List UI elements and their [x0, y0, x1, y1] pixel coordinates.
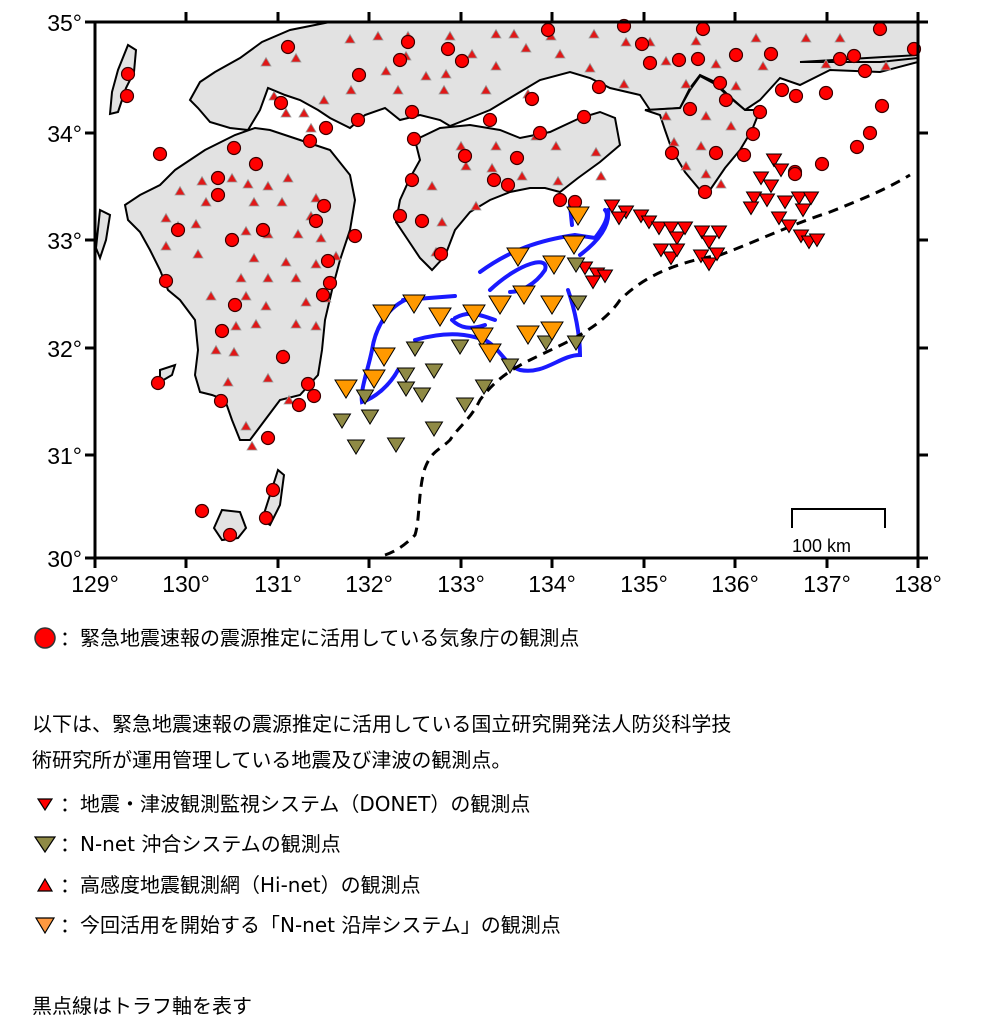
- legend-jma-text: ：緊急地震速報の震源推定に活用している気象庁の観測点: [60, 626, 580, 650]
- trough-axis-line: [384, 173, 911, 557]
- intro-line-2: 術研究所が運用管理している地震及び津波の観測点。: [32, 748, 512, 772]
- map-frame: [93, 20, 920, 560]
- axis-ticks: [85, 12, 928, 568]
- y-tick-label: 30°: [47, 546, 82, 572]
- nnet-coastal-stations: [334, 206, 590, 399]
- legend-nnet-coastal: ：今回活用を開始する「N-net 沿岸システム」の観測点: [32, 911, 561, 939]
- x-tick-label: 133°: [437, 571, 485, 597]
- trough-note: 黒点線はトラフ軸を表す: [32, 994, 252, 1018]
- legend-donet-text: ：地震・津波観測監視システム（DONET）の観測点: [60, 792, 531, 816]
- red-triangle-icon: [36, 877, 54, 892]
- red-inverted-triangle-icon: [36, 798, 54, 812]
- scale-bar-label: 100 km: [792, 536, 851, 556]
- y-tick-label: 35°: [47, 10, 82, 36]
- legend-jma: ：緊急地震速報の震源推定に活用している気象庁の観測点: [32, 624, 579, 652]
- x-tick-label: 132°: [345, 571, 393, 597]
- olive-inverted-triangle-icon: [33, 836, 57, 854]
- x-tick-label: 136°: [711, 571, 759, 597]
- station-map: 129° 130° 131° 132° 133° 134° 135° 136° …: [47, 10, 942, 597]
- y-tick-label: 34°: [47, 121, 82, 147]
- legend-nnet-coastal-text: ：今回活用を開始する「N-net 沿岸システム」の観測点: [60, 913, 561, 937]
- y-tick-label: 32°: [47, 336, 82, 362]
- intro-line-1: 以下は、緊急地震速報の震源推定に活用している国立研究開発法人防災科学技: [32, 712, 732, 736]
- legend-hinet-text: ：高感度地震観測網（Hi-net）の観測点: [60, 873, 421, 897]
- x-tick-label: 137°: [803, 571, 851, 597]
- x-tick-label: 138°: [894, 571, 942, 597]
- legend-hinet: ：高感度地震観測網（Hi-net）の観測点: [32, 871, 421, 899]
- red-circle-icon: [34, 627, 56, 649]
- orange-inverted-triangle-icon: [34, 917, 56, 935]
- legend-donet: ：地震・津波観測監視システム（DONET）の観測点: [32, 790, 530, 818]
- y-tick-label: 31°: [47, 443, 82, 469]
- scale-bar: 100 km: [791, 508, 886, 556]
- x-tick-label: 129°: [71, 571, 119, 597]
- x-tick-label: 135°: [620, 571, 668, 597]
- x-tick-label: 134°: [528, 571, 576, 597]
- legend-nnet-offshore: ：N-net 沖合システムの観測点: [32, 830, 341, 858]
- x-tick-label: 131°: [254, 571, 302, 597]
- y-tick-label: 33°: [47, 228, 82, 254]
- legend-nnet-offshore-text: ：N-net 沖合システムの観測点: [60, 832, 341, 856]
- blue-contours: [359, 203, 611, 405]
- x-tick-label: 130°: [162, 571, 210, 597]
